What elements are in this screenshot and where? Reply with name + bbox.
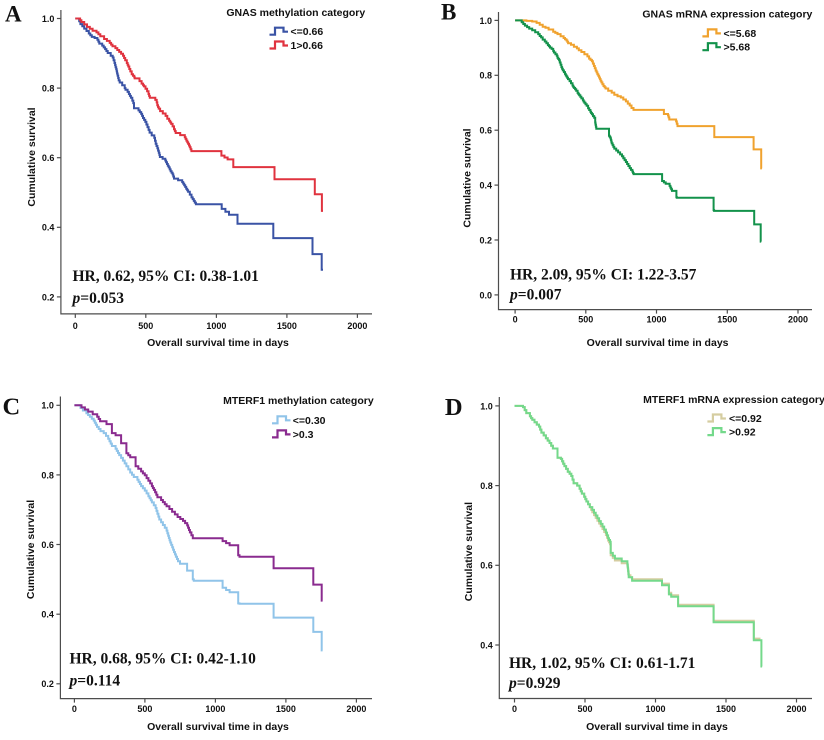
svg-text:1500: 1500 <box>277 321 297 331</box>
svg-text:p=0.114: p=0.114 <box>68 673 121 690</box>
svg-text:500: 500 <box>137 704 152 714</box>
svg-text:500: 500 <box>577 704 592 714</box>
svg-text:500: 500 <box>138 321 153 331</box>
svg-text:B: B <box>441 0 456 25</box>
svg-text:0.4: 0.4 <box>479 181 492 191</box>
svg-text:0.2: 0.2 <box>41 679 54 689</box>
svg-text:1>0.66: 1>0.66 <box>291 40 324 52</box>
svg-text:1500: 1500 <box>716 704 736 714</box>
svg-text:A: A <box>5 2 22 27</box>
svg-text:p=0.053: p=0.053 <box>71 290 125 307</box>
svg-text:HR, 0.62, 95% CI: 0.38-1.01: HR, 0.62, 95% CI: 0.38-1.01 <box>73 268 259 285</box>
svg-text:Overall survival time in days: Overall survival time in days <box>586 721 728 733</box>
svg-text:1000: 1000 <box>205 704 225 714</box>
svg-text:Cumulative survival: Cumulative survival <box>26 107 38 206</box>
svg-text:p=0.007: p=0.007 <box>508 287 562 304</box>
svg-text:0.8: 0.8 <box>479 71 492 81</box>
svg-text:GNAS methylation category: GNAS methylation category <box>226 7 365 19</box>
svg-text:1500: 1500 <box>717 315 737 325</box>
svg-text:HR, 0.68, 95% CI: 0.42-1.10: HR, 0.68, 95% CI: 0.42-1.10 <box>70 651 257 668</box>
svg-text:0: 0 <box>512 704 517 714</box>
svg-text:<=0.92: <=0.92 <box>729 413 762 425</box>
svg-text:0.2: 0.2 <box>42 292 55 302</box>
svg-text:0.2: 0.2 <box>479 235 492 245</box>
svg-text:<=0.66: <=0.66 <box>291 26 324 38</box>
svg-text:HR, 2.09, 95% CI: 1.22-3.57: HR, 2.09, 95% CI: 1.22-3.57 <box>510 267 697 284</box>
svg-text:1000: 1000 <box>646 315 666 325</box>
svg-text:2000: 2000 <box>786 704 806 714</box>
svg-text:>0.3: >0.3 <box>293 429 314 441</box>
svg-text:0: 0 <box>72 704 77 714</box>
svg-text:1000: 1000 <box>206 321 226 331</box>
svg-text:0.6: 0.6 <box>41 540 54 550</box>
svg-text:D: D <box>445 394 463 421</box>
svg-text:2000: 2000 <box>346 704 366 714</box>
svg-text:Overall survival time in days: Overall survival time in days <box>587 337 729 349</box>
svg-text:<=5.68: <=5.68 <box>724 28 757 40</box>
svg-text:Overall survival time in days: Overall survival time in days <box>147 721 289 733</box>
svg-text:HR, 1.02, 95% CI: 0.61-1.71: HR, 1.02, 95% CI: 0.61-1.71 <box>509 655 695 672</box>
svg-text:MTERF1 methylation category: MTERF1 methylation category <box>223 395 374 407</box>
svg-text:0.4: 0.4 <box>480 640 493 650</box>
svg-text:Overall survival time in days: Overall survival time in days <box>147 337 289 349</box>
svg-text:>0.92: >0.92 <box>729 427 756 439</box>
svg-text:Cumulative survival: Cumulative survival <box>462 128 474 227</box>
svg-text:0.6: 0.6 <box>42 153 55 163</box>
svg-text:0: 0 <box>73 321 78 331</box>
svg-text:0.8: 0.8 <box>480 481 493 491</box>
svg-text:0.8: 0.8 <box>41 470 54 480</box>
svg-text:GNAS mRNA expression category: GNAS mRNA expression category <box>642 9 812 21</box>
svg-text:0.4: 0.4 <box>42 223 55 233</box>
svg-text:0.6: 0.6 <box>480 561 493 571</box>
svg-text:Cumulative survival: Cumulative survival <box>25 500 37 599</box>
svg-text:0.6: 0.6 <box>479 126 492 136</box>
svg-text:Cumulative survival: Cumulative survival <box>463 502 475 601</box>
svg-text:1.0: 1.0 <box>480 401 493 411</box>
svg-text:MTERF1 mRNA expression categor: MTERF1 mRNA expression category <box>643 394 824 406</box>
svg-text:C: C <box>3 393 21 420</box>
svg-text:>5.68: >5.68 <box>724 42 751 54</box>
svg-text:0.4: 0.4 <box>41 610 54 620</box>
svg-text:1500: 1500 <box>276 704 296 714</box>
svg-text:1.0: 1.0 <box>479 16 492 26</box>
svg-text:500: 500 <box>578 315 593 325</box>
svg-text:2000: 2000 <box>347 321 367 331</box>
svg-text:0: 0 <box>513 315 518 325</box>
svg-text:<=0.30: <=0.30 <box>293 415 326 427</box>
svg-text:1.0: 1.0 <box>41 401 54 411</box>
svg-text:p=0.929: p=0.929 <box>507 675 561 692</box>
svg-text:2000: 2000 <box>788 315 808 325</box>
svg-text:1.0: 1.0 <box>42 14 55 24</box>
svg-text:0.0: 0.0 <box>479 290 492 300</box>
svg-text:0.8: 0.8 <box>42 84 55 94</box>
svg-text:1000: 1000 <box>645 704 665 714</box>
